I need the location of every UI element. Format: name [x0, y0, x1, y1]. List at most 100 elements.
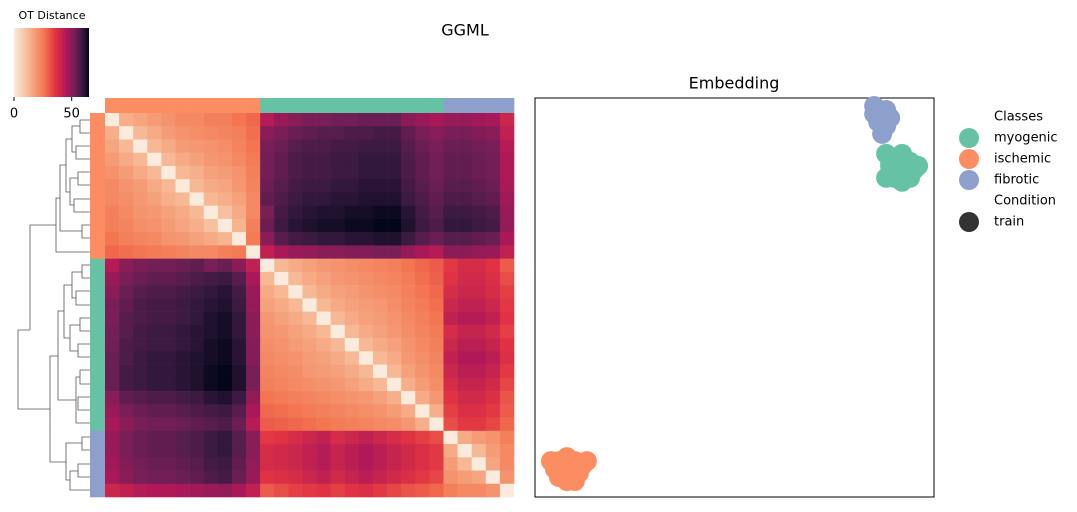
heatmap-cell [288, 457, 303, 471]
legend-marker [959, 128, 979, 148]
colorbar-label: OT Distance [19, 9, 86, 22]
heatmap-cell [485, 364, 501, 379]
heatmap-cell [231, 311, 247, 326]
heatmap-cell [203, 113, 219, 127]
heatmap-cell [429, 430, 444, 445]
heatmap-cell [457, 245, 472, 259]
heatmap-cell [189, 258, 205, 273]
heatmap-cell [457, 139, 472, 154]
heatmap-cell [288, 271, 303, 286]
heatmap-cell [119, 311, 134, 326]
row-color [90, 430, 105, 445]
heatmap-cell [471, 377, 487, 392]
col-color [147, 98, 162, 113]
dendrogram-top [29, 119, 90, 330]
heatmap-cell [246, 324, 261, 339]
heatmap-cell [344, 324, 360, 339]
heatmap-cell [260, 404, 275, 418]
heatmap-cell [161, 377, 176, 392]
heatmap-cell [189, 444, 205, 458]
heatmap-cell [161, 152, 176, 167]
heatmap-cell [372, 470, 388, 485]
heatmap-cell [189, 285, 205, 299]
heatmap-cell [415, 483, 430, 498]
col-color [443, 98, 458, 113]
heatmap-cell [260, 152, 275, 167]
heatmap-cell [147, 165, 162, 180]
heatmap-cell [302, 139, 317, 154]
heatmap-cell [330, 324, 346, 339]
row-color [90, 391, 105, 405]
heatmap-cell [105, 364, 120, 379]
heatmap-cell [231, 285, 247, 299]
heatmap-cell [231, 113, 247, 127]
heatmap-cell [358, 298, 374, 312]
heatmap-cell [429, 444, 444, 458]
heatmap-cell [485, 232, 501, 246]
heatmap-cell [471, 338, 487, 352]
heatmap-cell [316, 444, 331, 458]
heatmap-cell [147, 232, 162, 246]
heatmap-cell [372, 179, 388, 193]
heatmap-cell [499, 444, 515, 458]
heatmap-cell [203, 245, 219, 259]
heatmap-cell [499, 364, 515, 379]
col-color [175, 98, 190, 113]
heatmap-cell [231, 271, 247, 286]
heatmap-cell [175, 218, 190, 233]
heatmap-cell [147, 285, 162, 299]
col-color [274, 98, 289, 113]
heatmap-cell [457, 470, 472, 485]
heatmap-cell [105, 205, 120, 220]
heatmap-cell [443, 218, 458, 233]
row-color [90, 258, 105, 273]
heatmap-cell [415, 470, 430, 485]
heatmap-cell [443, 258, 458, 273]
plot-frame [534, 97, 935, 498]
heatmap-cell [217, 245, 233, 259]
heatmap-cell [147, 470, 162, 485]
heatmap-cell [316, 205, 331, 220]
heatmap-cell [302, 417, 317, 432]
heatmap-cell [175, 165, 190, 180]
heatmap-cell [246, 113, 261, 127]
heatmap-cell [161, 404, 176, 418]
heatmap-cell [429, 470, 444, 485]
legend-label: ischemic [994, 152, 1051, 167]
heatmap-cell [401, 483, 416, 498]
heatmap-cell [189, 457, 205, 471]
heatmap-cell [302, 165, 317, 180]
heatmap-cell [344, 126, 360, 140]
heatmap-cell [415, 245, 430, 259]
col-color [302, 98, 317, 113]
heatmap-cell [372, 298, 388, 312]
heatmap-cell [288, 391, 303, 405]
heatmap-cell [260, 338, 275, 352]
heatmap-cell [274, 311, 289, 326]
heatmap-cell [161, 192, 176, 206]
heatmap-cell [147, 192, 162, 206]
heatmap-cell [246, 457, 261, 471]
heatmap-cell [189, 470, 205, 485]
heatmap-cell [344, 271, 360, 286]
heatmap-cell [429, 285, 444, 299]
row-color [90, 338, 105, 352]
scatter-point [872, 123, 893, 144]
heatmap-cell [302, 113, 317, 127]
heatmap-cell [147, 444, 162, 458]
heatmap-cell [133, 364, 148, 379]
heatmap-cell [302, 271, 317, 286]
heatmap-cell [443, 298, 458, 312]
heatmap-cell [499, 192, 515, 206]
heatmap-cell [231, 232, 247, 246]
heatmap-cell [485, 245, 501, 259]
heatmap-cell [288, 444, 303, 458]
heatmap-cell [316, 192, 331, 206]
colorbar [14, 28, 89, 97]
heatmap-cell [231, 391, 247, 405]
heatmap-cell [260, 113, 275, 127]
heatmap-cell [401, 205, 416, 220]
heatmap-cell [344, 113, 360, 127]
heatmap-cell [217, 298, 233, 312]
